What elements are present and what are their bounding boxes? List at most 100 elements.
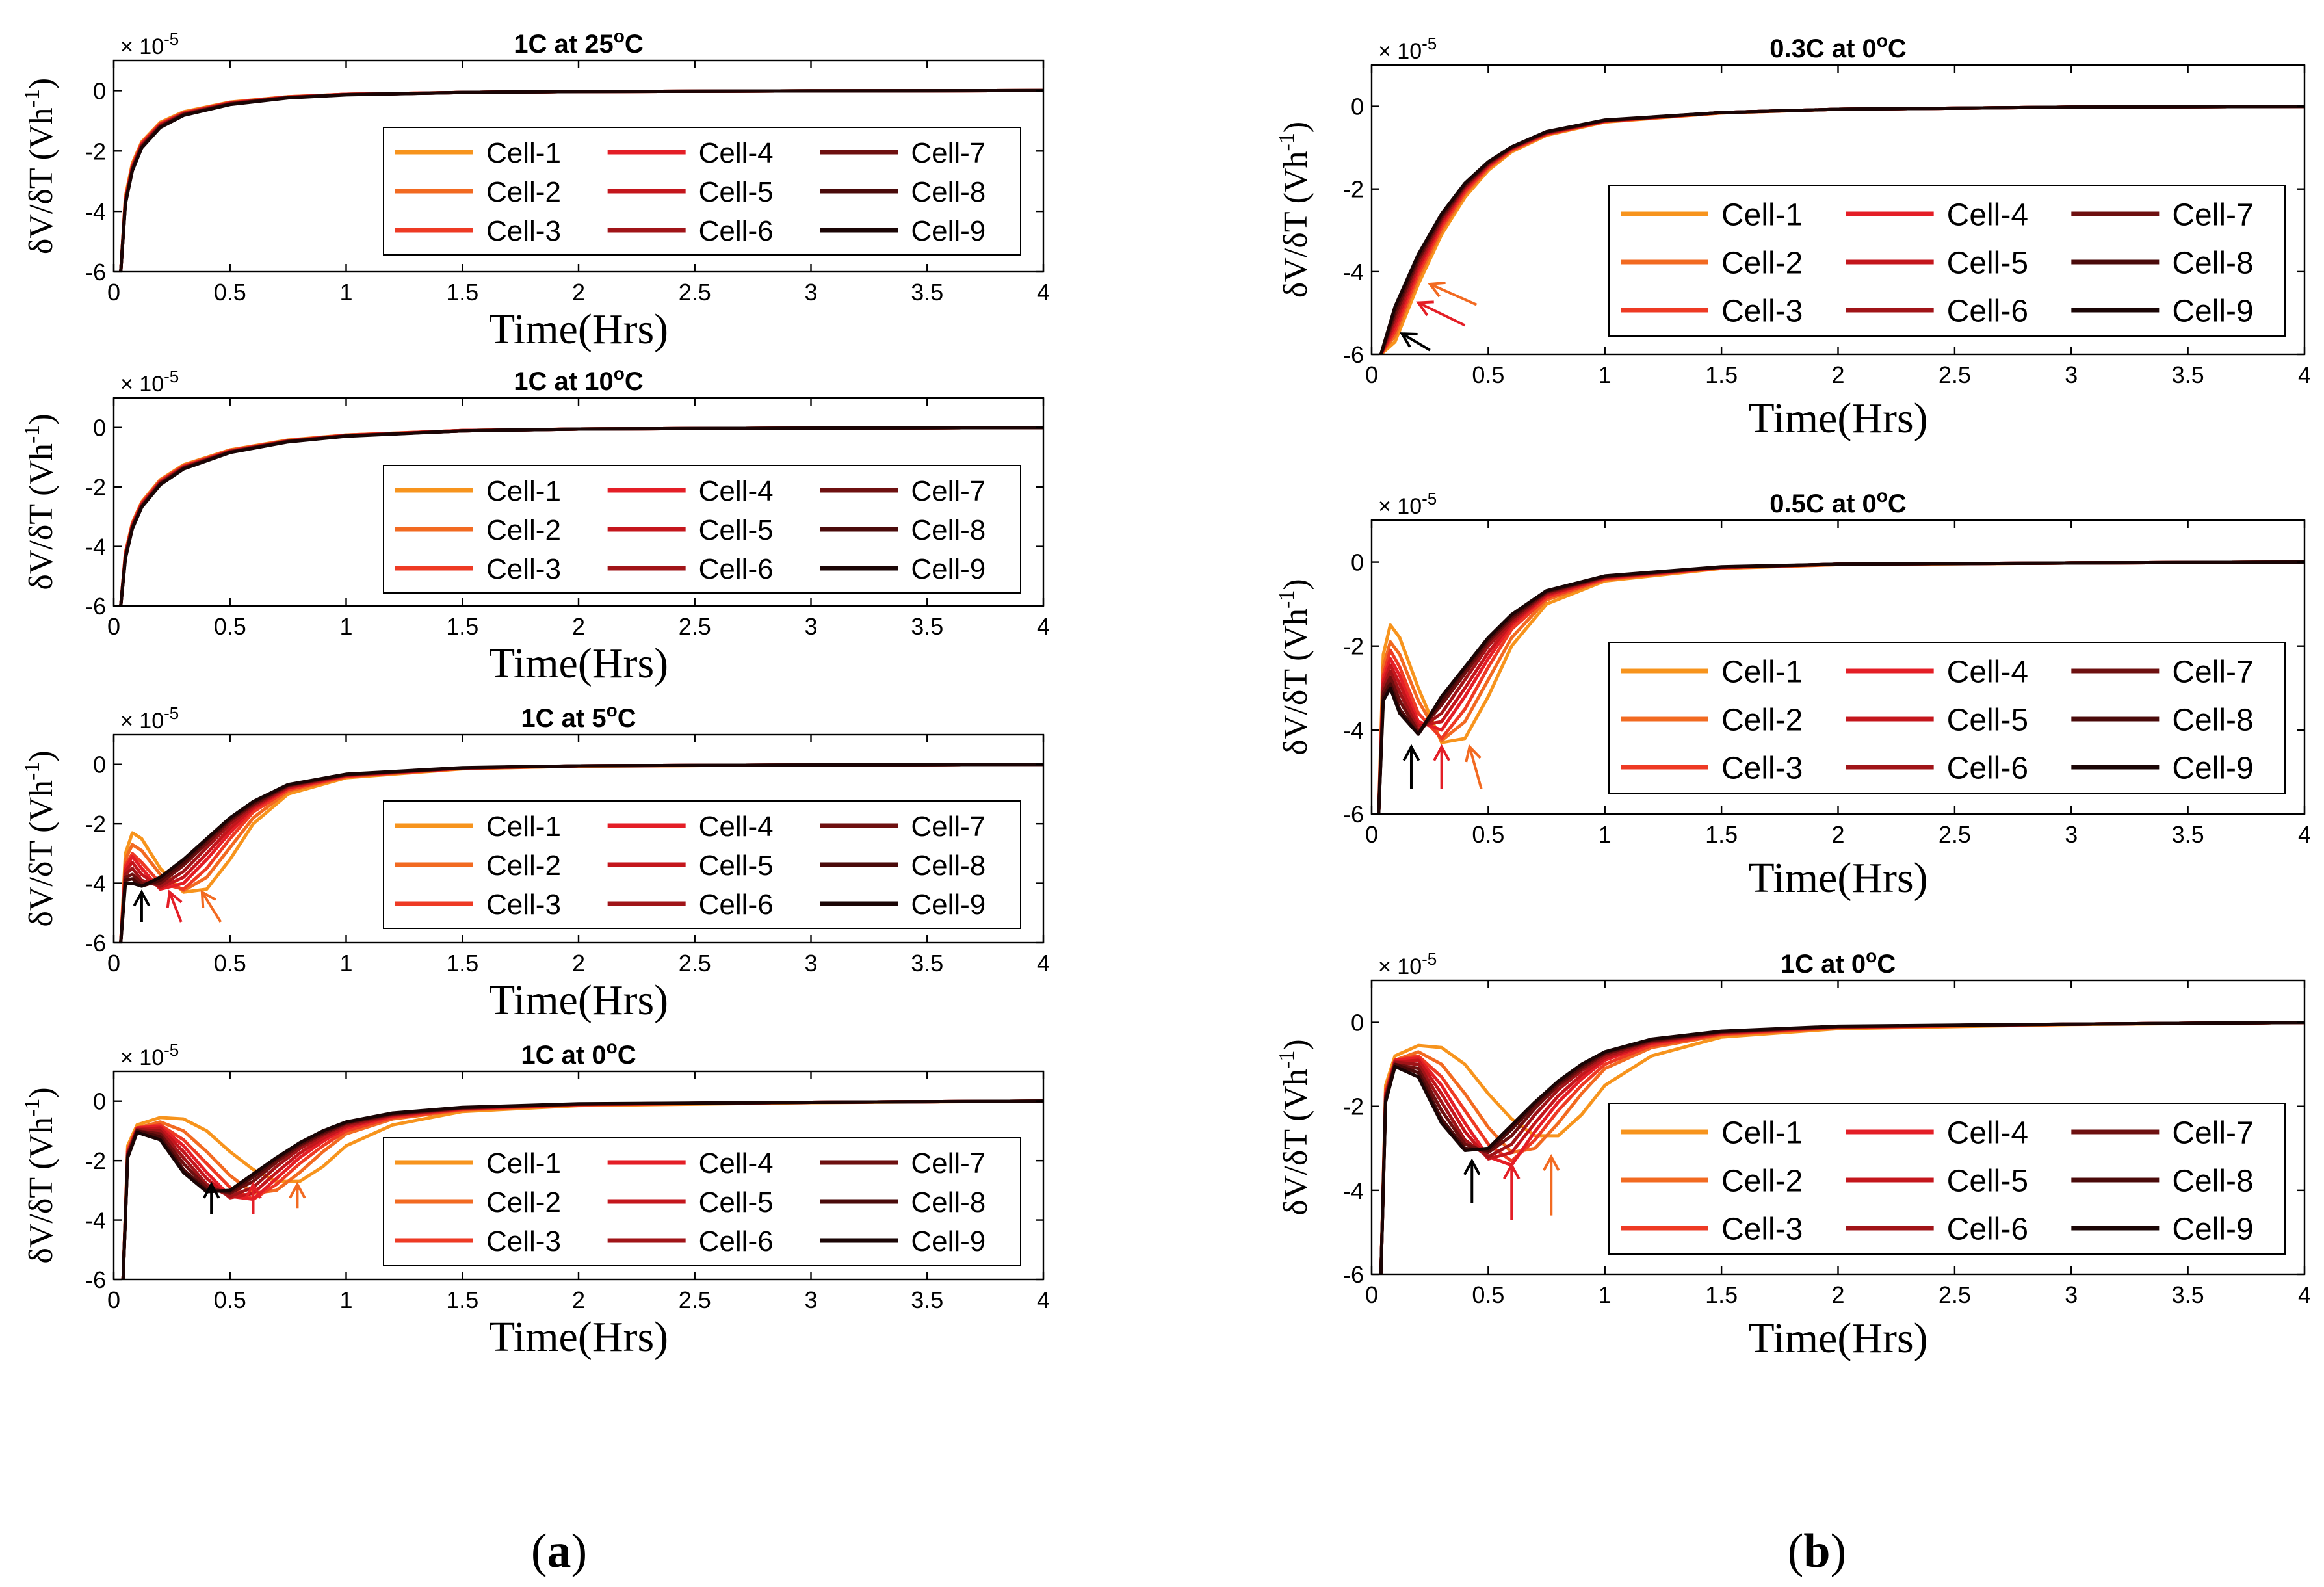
legend-item: Cell-2 xyxy=(1621,246,1803,280)
x-tick-label: 2 xyxy=(1831,1281,1844,1308)
x-axis-label: Time(Hrs) xyxy=(1748,854,1927,902)
x-tick-label: 3.5 xyxy=(911,950,943,977)
legend-item: Cell-3 xyxy=(395,215,561,247)
legend-label: Cell-7 xyxy=(911,137,986,169)
legend-label: Cell-9 xyxy=(911,553,986,585)
x-tick-label: 2 xyxy=(1831,361,1844,388)
chart-title: 1C at 0oC xyxy=(1781,946,1896,978)
legend-label: Cell-1 xyxy=(486,1148,561,1179)
x-axis-label: Time(Hrs) xyxy=(489,306,668,353)
annotation-arrow xyxy=(200,889,222,923)
y-tick-label: -2 xyxy=(85,811,106,837)
x-tick-label: 3 xyxy=(2065,821,2078,848)
annotation-arrow xyxy=(1400,332,1431,352)
legend-item: Cell-7 xyxy=(820,475,986,507)
x-tick-label: 1.5 xyxy=(1705,1281,1738,1308)
chart-title: 1C at 25oC xyxy=(514,26,643,59)
chart-panel-4: 0 0.5 1 1.5 2 2.5 3 3.5 4 -6 -4 -2 0 × 10-5 1C at 0oC T… xyxy=(20,1037,1050,1361)
legend-label: Cell-5 xyxy=(1947,703,2028,737)
annotation-arrow xyxy=(202,1181,220,1214)
legend-item: Cell-3 xyxy=(395,553,561,585)
chart-title: 1C at 10oC xyxy=(514,363,643,396)
x-tick-label: 1.5 xyxy=(1705,361,1738,388)
y-tick-label: 0 xyxy=(1351,94,1364,120)
legend-item: Cell-9 xyxy=(2071,294,2254,328)
chart-panel-2: 0 0.5 1 1.5 2 2.5 3 3.5 4 -6 -4 -2 0 × 10-5 1C at 10oC… xyxy=(20,363,1050,687)
legend-item: Cell-3 xyxy=(395,1226,561,1257)
charts-layer: 0 0.5 1 1.5 2 2.5 3 3.5 4 -6 -4 -2 0 × 10-5 1C at 25oC… xyxy=(20,26,2311,1362)
y-tick-label: 0 xyxy=(93,752,106,778)
legend-label: Cell-2 xyxy=(1721,246,1803,280)
legend-label: Cell-5 xyxy=(1947,246,2028,280)
legend-label: Cell-2 xyxy=(486,850,561,882)
chart-title: 0.5C at 0oC xyxy=(1769,486,1907,518)
x-tick-label: 2 xyxy=(572,613,585,640)
y-tick-label: -2 xyxy=(85,1148,106,1174)
annotation-arrow xyxy=(1433,744,1450,789)
x-tick-label: 1 xyxy=(1599,821,1612,848)
legend-item: Cell-1 xyxy=(1621,1116,1803,1150)
legend-item: Cell-1 xyxy=(395,1148,561,1179)
series-group xyxy=(1377,560,2304,814)
y-tick-label: -6 xyxy=(85,930,106,956)
legend-label: Cell-5 xyxy=(699,850,774,882)
series-group xyxy=(121,1099,1043,1279)
legend-label: Cell-3 xyxy=(486,215,561,247)
legend-item: Cell-3 xyxy=(395,889,561,921)
x-tick-label: 0 xyxy=(107,279,120,306)
legend-label: Cell-3 xyxy=(1721,1212,1803,1246)
exponent-label: × 10-5 xyxy=(120,29,179,59)
series-line-cell-9 xyxy=(1379,105,2304,354)
chart-panel-1: 0 0.5 1 1.5 2 2.5 3 3.5 4 -6 -4 -2 0 × 10-5 1C at 25oC… xyxy=(20,26,1050,353)
legend-item: Cell-5 xyxy=(1846,1164,2028,1198)
legend-item: Cell-3 xyxy=(1621,1212,1803,1246)
legend-label: Cell-9 xyxy=(2172,1212,2253,1246)
y-axis-label: δV/δT (Vh-1) xyxy=(20,413,60,590)
chart-title: 1C at 5oC xyxy=(521,700,636,733)
legend: Cell-1 Cell-2 Cell-3 Cell-4 Cell-5 Cell-6 Cell… xyxy=(1608,1103,2286,1255)
legend-item: Cell-9 xyxy=(2071,1212,2254,1246)
legend-label: Cell-6 xyxy=(699,553,774,585)
x-tick-label: 1.5 xyxy=(1705,821,1738,848)
chart-panel-3: 0 0.5 1 1.5 2 2.5 3 3.5 4 -6 -4 -2 0 × 10-5 1C at 5oC T… xyxy=(20,700,1050,1024)
x-tick-label: 1.5 xyxy=(446,1287,478,1313)
x-axis-label: Time(Hrs) xyxy=(489,640,668,687)
legend-label: Cell-2 xyxy=(1721,1164,1803,1198)
legend-label: Cell-8 xyxy=(911,850,986,882)
series-group xyxy=(1379,105,2304,354)
y-tick-label: -2 xyxy=(1343,176,1364,203)
x-tick-label: 3 xyxy=(2065,1281,2078,1308)
series-line-cell-1 xyxy=(1379,1021,2304,1274)
legend-item: Cell-1 xyxy=(1621,198,1803,232)
legend-item: Cell-8 xyxy=(2071,1164,2254,1198)
y-tick-label: -4 xyxy=(85,1207,106,1234)
x-tick-label: 2.5 xyxy=(679,1287,711,1313)
y-axis-label: δV/δT (Vh-1) xyxy=(20,750,60,926)
y-axis-label: δV/δT (Vh-1) xyxy=(1275,122,1314,298)
legend-label: Cell-7 xyxy=(2172,1116,2253,1150)
y-axis-label: δV/δT (Vh-1) xyxy=(1275,579,1314,755)
annotation-arrow xyxy=(1465,744,1483,789)
y-tick-label: -2 xyxy=(85,474,106,501)
legend-item: Cell-7 xyxy=(820,1148,986,1179)
series-line-cell-9 xyxy=(1377,560,2304,814)
y-axis-label: δV/δT (Vh-1) xyxy=(20,1087,60,1263)
legend-item: Cell-9 xyxy=(820,215,986,247)
x-axis-label: Time(Hrs) xyxy=(1748,1315,1927,1362)
y-tick-label: -2 xyxy=(1343,1094,1364,1120)
legend-label: Cell-9 xyxy=(2172,751,2253,785)
x-tick-label: 1 xyxy=(1599,1281,1612,1308)
series-group xyxy=(119,88,1043,272)
legend: Cell-1 Cell-2 Cell-3 Cell-4 Cell-5 Cell-6 Cell… xyxy=(1608,642,2286,794)
x-tick-label: 2 xyxy=(572,279,585,306)
x-tick-label: 0.5 xyxy=(214,613,246,640)
legend: Cell-1 Cell-2 Cell-3 Cell-4 Cell-5 Cell-6 Cell… xyxy=(383,127,1021,256)
series-line-cell-9 xyxy=(1379,1021,2304,1274)
x-tick-label: 0 xyxy=(107,613,120,640)
y-tick-label: -6 xyxy=(1343,341,1364,368)
annotation-arrow xyxy=(166,889,183,923)
legend-label: Cell-8 xyxy=(911,176,986,208)
legend-label: Cell-3 xyxy=(1721,294,1803,328)
legend-item: Cell-9 xyxy=(820,1226,986,1257)
